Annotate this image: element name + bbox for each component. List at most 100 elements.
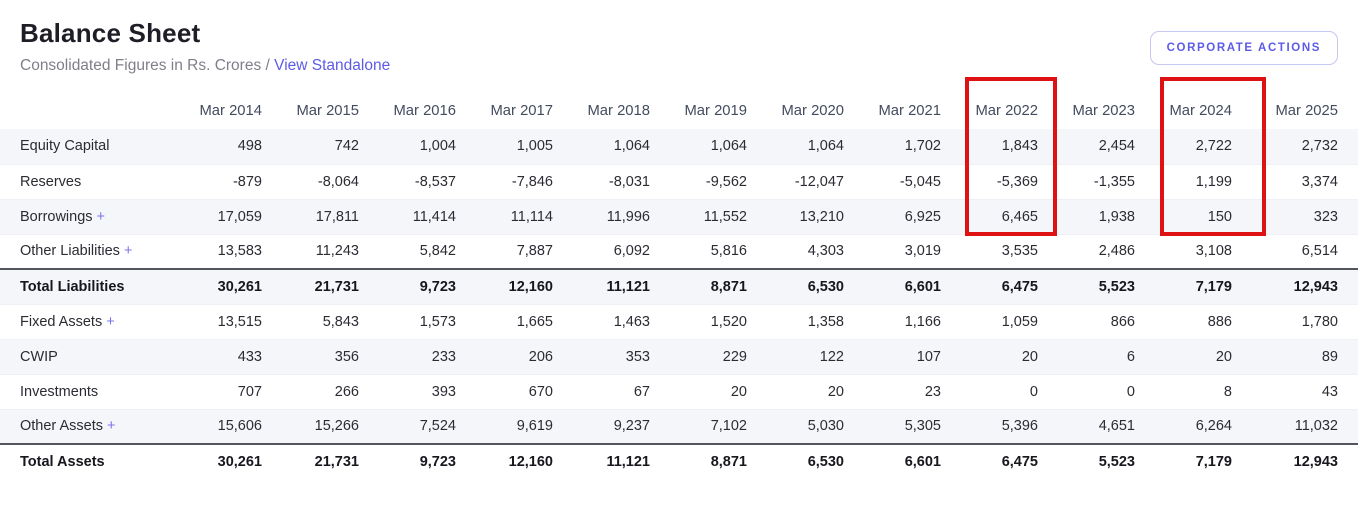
cell-value: -9,562: [650, 164, 747, 200]
cell-value: 353: [553, 339, 650, 375]
cell-value: 21,731: [262, 443, 359, 479]
cell-value: 9,723: [359, 268, 456, 305]
cell-value: 11,032: [1232, 409, 1358, 445]
cell-value: 1,199: [1135, 164, 1232, 200]
expand-row-icon[interactable]: +: [123, 243, 133, 260]
view-standalone-link[interactable]: View Standalone: [274, 57, 391, 74]
cell-value: 886: [1135, 304, 1232, 340]
cell-value: 2,732: [1232, 129, 1358, 165]
table-row: Reserves -879 -8,064 -8,537 -7,846 -8,031 -9,5…: [0, 164, 1358, 200]
corporate-actions-button[interactable]: CORPORATE ACTIONS: [1149, 31, 1338, 65]
column-header-mar-2022: Mar 2022: [975, 103, 1038, 119]
cell-value: 670: [456, 374, 553, 410]
expand-row-icon[interactable]: +: [107, 418, 116, 435]
cell-value: 2,486: [1038, 234, 1135, 270]
cell-value: -7,846: [456, 164, 553, 200]
cell-value: 9,723: [359, 443, 456, 479]
column-header-mar-2021: Mar 2021: [878, 103, 941, 119]
cell-value: -1,355: [1038, 164, 1135, 200]
cell-value: 433: [165, 339, 262, 375]
cell-value: 20: [941, 339, 1038, 375]
cell-value: 12,943: [1232, 443, 1358, 479]
cell-value: -12,047: [747, 164, 844, 200]
column-header-mar-2020: Mar 2020: [781, 103, 844, 119]
cell-value: 13,515: [165, 304, 262, 340]
expand-row-icon[interactable]: +: [106, 313, 115, 330]
row-label: Borrowings +: [0, 199, 165, 235]
cell-value: 1,064: [747, 129, 844, 165]
row-label-header: [0, 93, 165, 129]
cell-value: 1,005: [456, 129, 553, 165]
column-header-mar-2025: Mar 2025: [1275, 103, 1338, 119]
cell-value: -879: [165, 164, 262, 200]
cell-value: 1,938: [1038, 199, 1135, 235]
cell-value: 12,160: [456, 443, 553, 479]
cell-value: 1,166: [844, 304, 941, 340]
row-label: Reserves: [0, 164, 165, 200]
cell-value: 8: [1135, 374, 1232, 410]
cell-value: 5,523: [1038, 443, 1135, 479]
cell-value: 1,064: [553, 129, 650, 165]
cell-value: 23: [844, 374, 941, 410]
cell-value: 9,237: [553, 409, 650, 445]
cell-value: 11,414: [359, 199, 456, 235]
cell-value: 1,358: [747, 304, 844, 340]
cell-value: 1,780: [1232, 304, 1358, 340]
cell-value: 67: [553, 374, 650, 410]
column-header-mar-2014: Mar 2014: [199, 103, 262, 119]
cell-value: 5,305: [844, 409, 941, 445]
row-label-text: Fixed Assets: [20, 313, 103, 330]
cell-value: 323: [1232, 199, 1358, 235]
cell-value: 1,463: [553, 304, 650, 340]
row-label: Fixed Assets +: [0, 304, 165, 340]
cell-value: 150: [1135, 199, 1232, 235]
cell-value: 266: [262, 374, 359, 410]
cell-value: 6,530: [747, 268, 844, 305]
cell-value: 11,121: [553, 443, 650, 479]
cell-value: 498: [165, 129, 262, 165]
cell-value: 15,606: [165, 409, 262, 445]
cell-value: 6: [1038, 339, 1135, 375]
row-label: Equity Capital: [0, 129, 165, 165]
cell-value: 1,702: [844, 129, 941, 165]
cell-value: 6,514: [1232, 234, 1358, 270]
cell-value: 5,842: [359, 234, 456, 270]
cell-value: 6,092: [553, 234, 650, 270]
cell-value: 20: [650, 374, 747, 410]
cell-value: 7,524: [359, 409, 456, 445]
column-header-mar-2023: Mar 2023: [1072, 103, 1135, 119]
cell-value: 30,261: [165, 443, 262, 479]
column-header-mar-2024: Mar 2024: [1169, 103, 1232, 119]
expand-row-icon[interactable]: +: [96, 208, 105, 225]
table-row: Investments 707 266 393 670 67 20 20 23 0 0 8 43: [0, 374, 1358, 410]
column-header-mar-2016: Mar 2016: [393, 103, 456, 119]
cell-value: 3,019: [844, 234, 941, 270]
cell-value: 866: [1038, 304, 1135, 340]
table-row: Borrowings +17,059 17,811 11,414 11,114 11,99…: [0, 199, 1358, 235]
cell-value: 742: [262, 129, 359, 165]
page-title: Balance Sheet: [20, 18, 201, 48]
cell-value: 1,665: [456, 304, 553, 340]
cell-value: 5,523: [1038, 268, 1135, 305]
cell-value: 6,601: [844, 268, 941, 305]
cell-value: 6,475: [941, 268, 1038, 305]
cell-value: 1,843: [941, 129, 1038, 165]
cell-value: 5,030: [747, 409, 844, 445]
table-row: Other Liabilities +13,583 11,243 5,842 7,887…: [0, 234, 1358, 270]
cell-value: 20: [1135, 339, 1232, 375]
cell-value: 17,811: [262, 199, 359, 235]
balance-sheet-table: Mar 2014 Mar 2015 Mar 2016 Mar 2017 Mar 2018…: [0, 93, 1358, 479]
cell-value: 3,374: [1232, 164, 1358, 200]
cell-value: 6,530: [747, 443, 844, 479]
subtitle-text: Consolidated Figures in Rs. Crores /: [20, 57, 270, 74]
row-label: Other Liabilities +: [0, 234, 165, 270]
cell-value: 7,102: [650, 409, 747, 445]
cell-value: 5,396: [941, 409, 1038, 445]
table-row: Equity Capital 498 742 1,004 1,005 1,064 1,064…: [0, 129, 1358, 165]
cell-value: 122: [747, 339, 844, 375]
cell-value: 6,601: [844, 443, 941, 479]
cell-value: 4,651: [1038, 409, 1135, 445]
row-label-text: Other Assets: [20, 418, 104, 435]
cell-value: 7,887: [456, 234, 553, 270]
cell-value: 1,064: [650, 129, 747, 165]
